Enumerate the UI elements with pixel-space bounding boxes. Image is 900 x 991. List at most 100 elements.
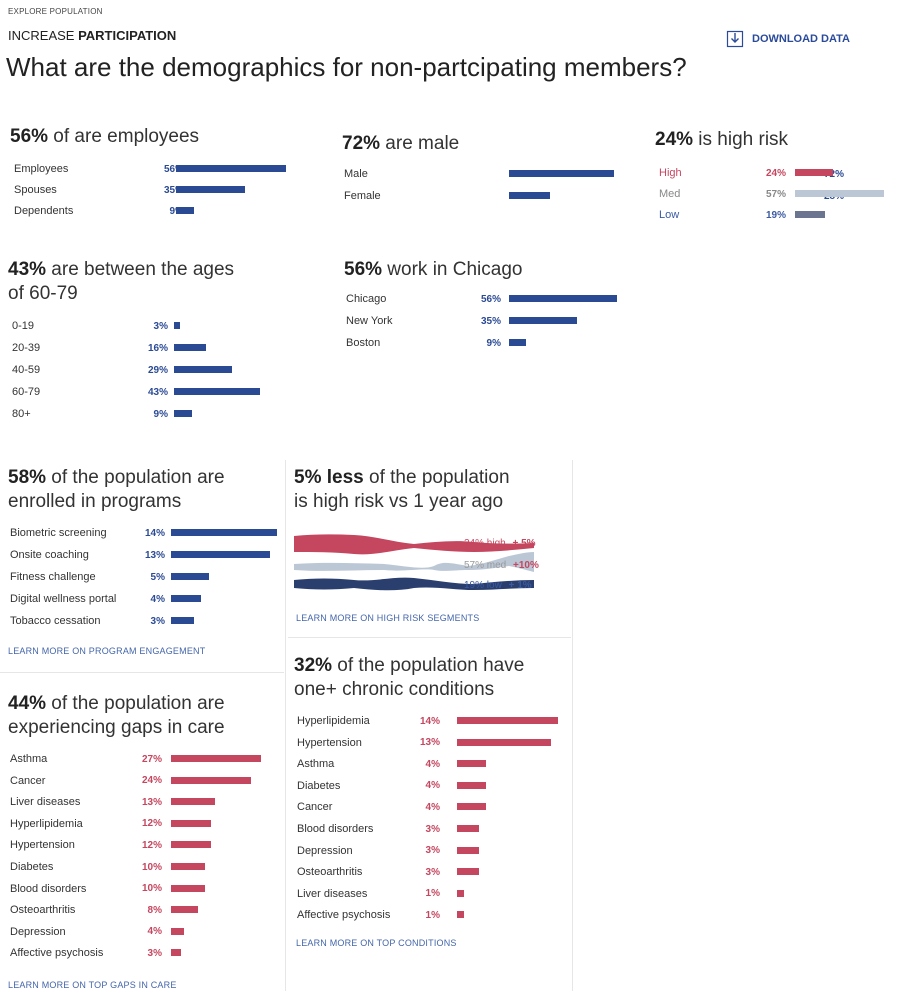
chronic-row: Hyperlipidemia 14% [297,712,577,730]
risk-row: High 24% [659,164,900,182]
chronic-title-rest: of the population have [332,655,525,676]
location-row-label: Boston [346,337,381,349]
location-row: Boston 9% [346,334,629,352]
gaps-row-label: Osteoarthritis [10,904,76,917]
ages-title-line2: of 60-79 [8,283,78,304]
ages-row: 20-39 16% [12,339,274,357]
gaps-row-bar [171,863,205,870]
programs-title-line2: enrolled in programs [8,491,182,512]
programs-row-percent: 4% [150,593,165,605]
top-gaps-link[interactable]: LEARN MORE ON TOP GAPS IN CARE [8,980,177,990]
gaps-row-bar [171,906,198,914]
programs-row: Fitness challenge 5% [10,568,291,586]
gaps-row: Cancer 24% [10,772,276,790]
trend-legend-low: 19% low + 1% [464,580,532,591]
chronic-row-percent: 14% [419,715,440,727]
low-risk-stream [294,577,534,591]
high-risk-stream [294,534,534,555]
gender-row-percent: 72% [823,168,844,180]
location-title-rest: work in Chicago [382,259,523,280]
programs-row-bar [171,551,270,558]
chronic-row-bar [457,803,486,811]
gaps-row: Diabetes 10% [10,858,276,876]
gaps-row-percent: 12% [141,818,162,830]
chronic-row-label: Hyperlipidemia [297,715,370,727]
ages-row: 40-59 29% [12,361,274,379]
programs-row: Tobacco cessation 3% [10,612,291,630]
gaps-row-percent: 12% [141,839,162,851]
gaps-row: Asthma 27% [10,750,276,768]
program-engagement-link[interactable]: LEARN MORE ON PROGRAM ENGAGEMENT [8,646,206,656]
risk-row-bar [795,169,833,176]
gender-row: Female28% [344,187,844,205]
location-title: 56% work in Chicago [344,258,522,282]
chronic-row-label: Depression [297,844,353,857]
programs-row: Biometric screening 14% [10,524,291,542]
gaps-row-label: Affective psychosis [10,947,104,960]
ages-row-label: 0-19 [12,320,35,332]
programs-row-label: Onsite coaching [10,549,89,561]
subhead-bold: PARTICIPATION [78,28,177,43]
trend-legend-high-text: 24% high [464,538,506,549]
gaps-row-label: Depression [10,925,66,938]
chronic-row: Affective psychosis 1% [297,906,577,924]
programs-row-percent: 3% [150,615,165,627]
programs-row-percent: 13% [144,549,165,561]
subhead-prefix: INCREASE [8,28,79,43]
chronic-row: Liver diseases 1% [297,885,577,903]
location-row-percent: 35% [480,315,501,327]
column-divider-right [572,460,573,991]
trend-legend-high-delta: + 5% [512,538,536,549]
trend-title-bold: 5% less [294,467,364,488]
gender-row: Male 72% [344,165,844,183]
chronic-row-label: Cancer [297,801,333,814]
gaps-row-label: Diabetes [10,861,54,873]
download-data-button[interactable]: DOWNLOAD DATA [726,30,850,48]
gaps-row: Liver diseases 13% [10,793,276,811]
programs-row-label: Fitness challenge [10,571,96,583]
gaps-row-bar [171,884,205,892]
ages-row-bar [174,344,206,351]
employees-row-label: Employees [14,163,69,175]
ages-row-percent: 29% [147,364,168,376]
chronic-row-percent: 13% [419,737,440,749]
chronic-row-label: Diabetes [297,779,341,792]
column-divider [285,460,286,991]
risk-row: Med 57% [659,185,900,203]
gaps-row-bar [171,755,262,762]
employees-row-percent: 35% [163,184,184,196]
location-row-label: New York [346,315,393,327]
chronic-row-bar [457,911,465,919]
programs-row-bar [171,595,202,602]
high-risk-segments-link[interactable]: LEARN MORE ON HIGH RISK SEGMENTS [296,613,480,623]
trend-legend-med-text: 57% med [464,560,507,571]
chronic-row-percent: 1% [425,909,440,921]
gender-row-bar [509,192,550,199]
chronic-row: Osteoarthritis 3% [297,863,577,881]
chronic-row: Hypertension 13% [297,734,577,752]
gaps-title: 44% of the population are experiencing ga… [8,692,225,740]
employees-row: Employees 56% [14,160,296,178]
row-divider-right [288,637,571,638]
location-row-label: Chicago [346,293,387,305]
programs-row-label: Biometric screening [10,527,107,539]
page-title: What are the demographics for non-partci… [6,52,687,82]
ages-row-percent: 16% [147,342,168,354]
chronic-row-bar [457,738,551,746]
ages-title: 43% are between the ages of 60-79 [8,258,234,306]
ages-title-rest: are between the ages [46,259,235,280]
location-title-bold: 56% [344,259,383,280]
gaps-row-bar [171,841,212,849]
gaps-row: Blood disorders 10% [10,880,276,898]
programs-title-rest: of the population are [46,467,225,488]
chronic-row-percent: 3% [425,866,440,878]
gaps-row-percent: 24% [141,775,162,787]
gaps-row-bar [171,949,182,957]
programs-row-bar [171,617,194,624]
gender-row-label: Female [344,190,381,202]
gaps-row: Hyperlipidemia 12% [10,815,276,833]
top-conditions-link[interactable]: LEARN MORE ON TOP CONDITIONS [296,938,457,948]
gaps-row-percent: 13% [141,796,162,808]
gender-title: 72% are male [342,132,459,156]
location-row: Chicago 56% [346,290,629,308]
